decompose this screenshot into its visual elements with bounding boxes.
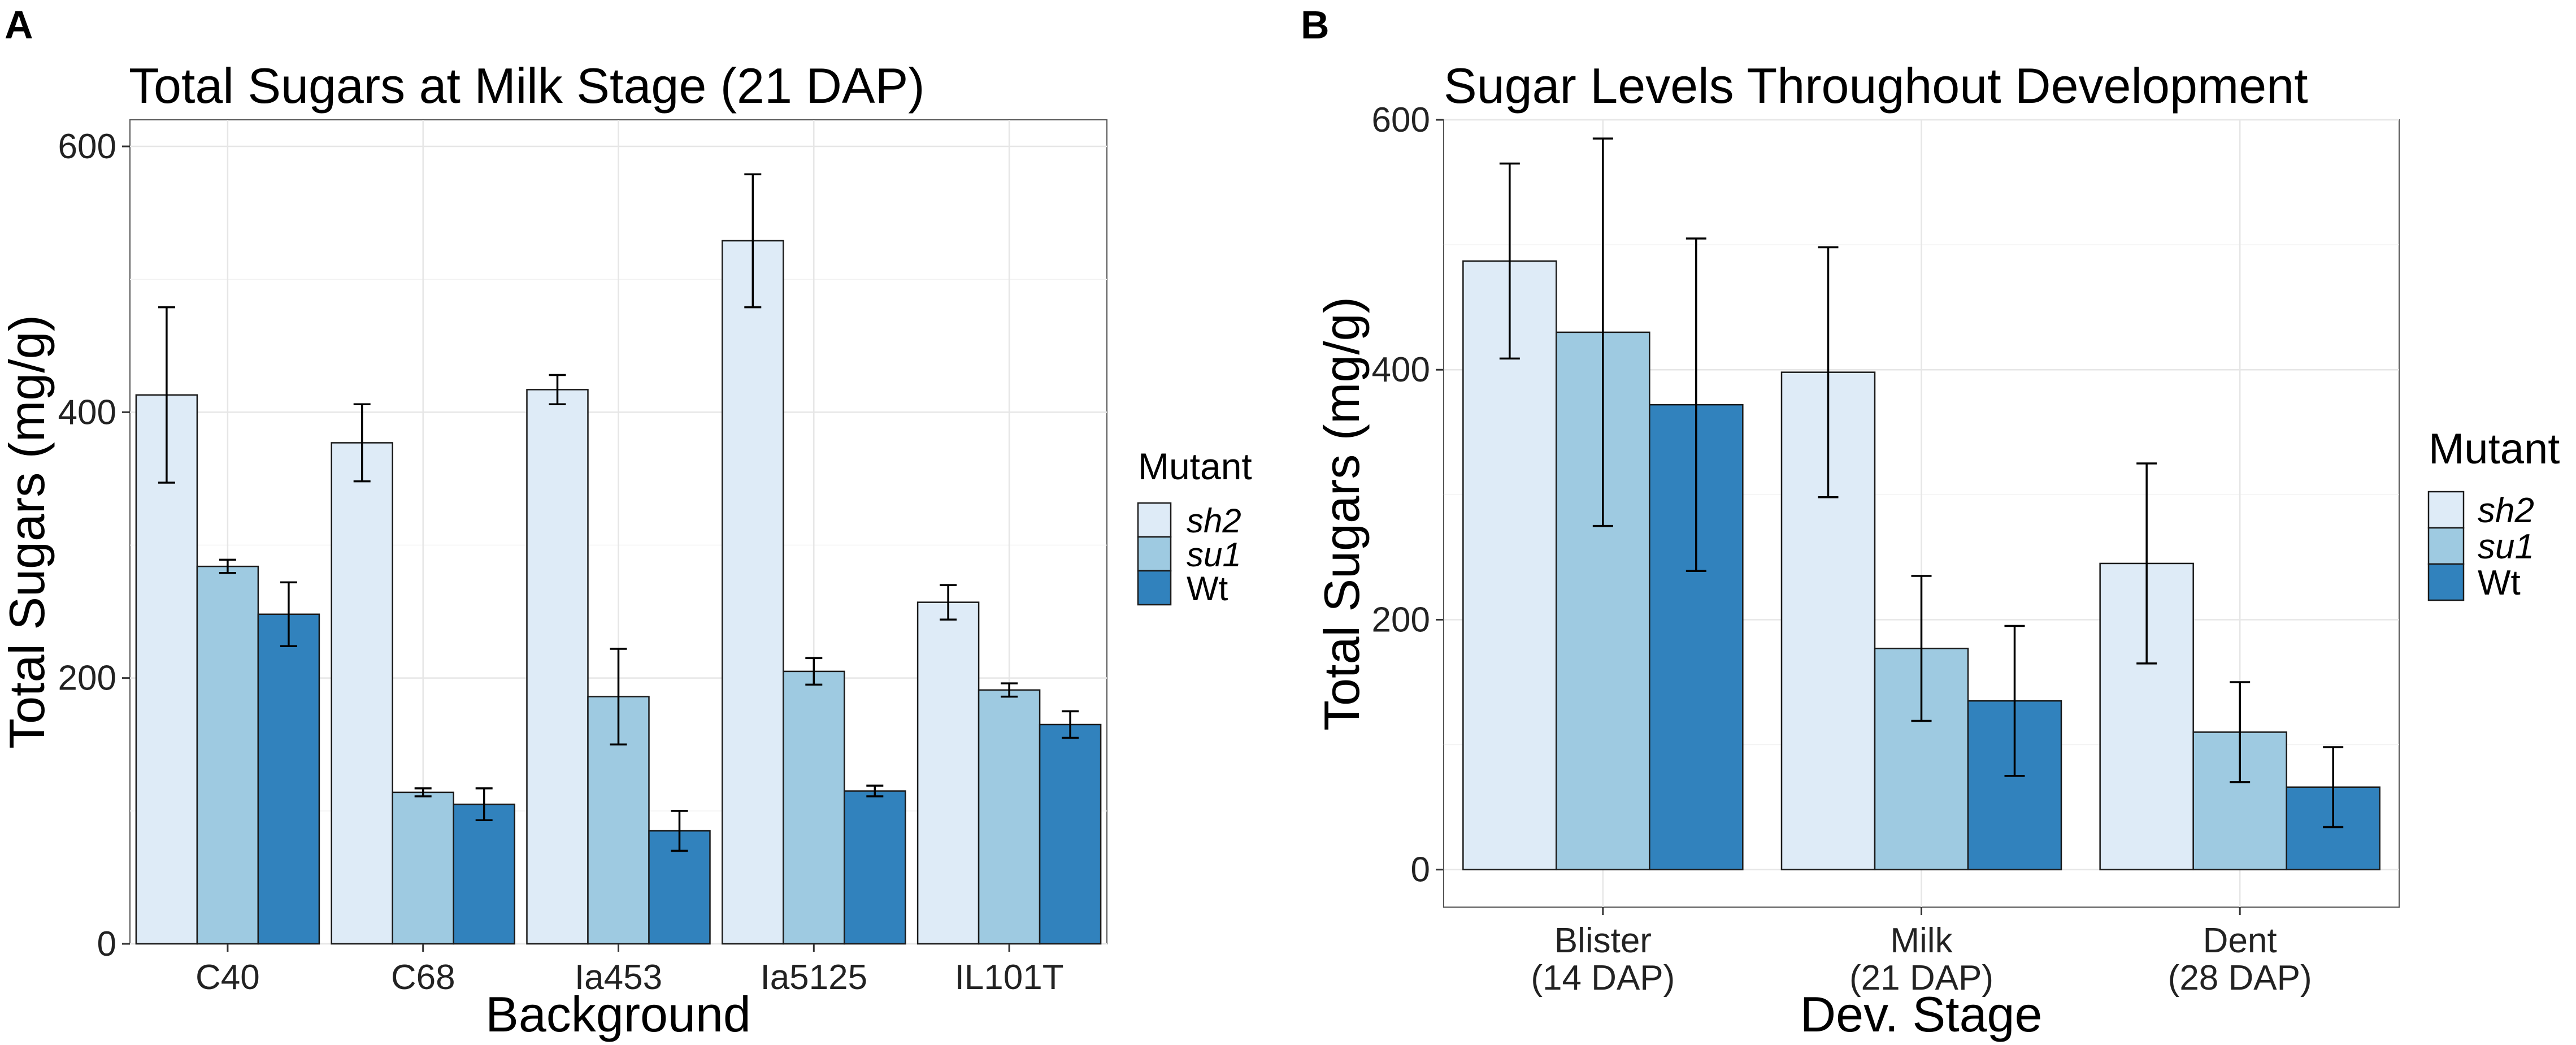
- panel-b-x-tick-label-milk: Milk (21 DAP): [1849, 921, 1993, 998]
- panel-b-legend: Mutant sh2 su1 Wt: [2427, 425, 2560, 602]
- panel-a-y-tick-label-200: 200: [58, 659, 116, 698]
- panel-b-error-bar-blister-wt: [1686, 237, 1706, 572]
- panel-a-legend-swatch-sh2: [1137, 502, 1172, 538]
- panel-a-error-bar-c40-sh2: [158, 306, 175, 484]
- panel-a-error-bars: [158, 173, 1079, 852]
- panel-b-legend-swatch-su1: [2427, 527, 2465, 565]
- panel-a-letter: A: [5, 3, 33, 47]
- panel-a-legend-label-sh2: sh2: [1187, 502, 1241, 540]
- panel-b-x-tick-label-blister: Blister (14 DAP): [1531, 921, 1675, 998]
- panel-a-x-tick-label-ia5125: Ia5125: [760, 958, 867, 997]
- panel-b-y-axis-title: Total Sugars (mg/g): [1314, 297, 1370, 731]
- panel-a-bar-c68-sh2: [331, 442, 393, 945]
- panel-a-legend-label-wt: Wt: [1187, 570, 1228, 608]
- panel-a-error-bar-c68-su1: [414, 787, 432, 797]
- panel-a-legend-label-su1: su1: [1187, 536, 1241, 574]
- panel-b-bar-blister-sh2: [1462, 260, 1557, 870]
- panel-a-x-tick-label-il101t: IL101T: [955, 958, 1064, 997]
- panel-a-x-tick-label-ia453: Ia453: [575, 958, 662, 997]
- panel-b-error-bar-dent-su1: [2230, 681, 2251, 783]
- panel-a-bar-il101t-sh2: [916, 601, 980, 945]
- panel-b-error-bar-blister-sh2: [1499, 162, 1520, 360]
- panel-a-bars: [135, 240, 1102, 945]
- panel-a-error-bar-ia453-sh2: [549, 374, 566, 405]
- panel-a-y-axis-title: Total Sugars (mg/g): [0, 315, 55, 749]
- panel-b-legend-title: Mutant: [2429, 425, 2560, 473]
- panel-b-error-bar-blister-su1: [1592, 137, 1613, 527]
- panel-b-y-axis: 0 200 400 600: [1372, 101, 1444, 890]
- panel-a-x-axis-title: Background: [485, 986, 751, 1042]
- panel-b-x-axis-title: Dev. Stage: [1800, 986, 2043, 1042]
- panel-b-error-bars: [1499, 137, 2344, 829]
- panel-b-legend-label-sh2: sh2: [2478, 491, 2534, 530]
- panel-a: A Total Sugars at Milk Stage (21 DAP) 0 2…: [0, 3, 1252, 1042]
- panel-b-y-tick-label-0: 0: [1411, 851, 1430, 890]
- panel-a-legend-title: Mutant: [1138, 445, 1252, 487]
- panel-a-error-bar-c68-wt: [475, 787, 493, 822]
- panel-b-legend-label-wt: Wt: [2478, 563, 2521, 602]
- panel-a-error-bar-ia5125-su1: [805, 657, 823, 686]
- panel-b-error-bar-milk-sh2: [1818, 246, 1839, 498]
- panel-a-error-bar-ia5125-wt: [866, 784, 884, 797]
- panel-a-legend-swatch-wt: [1137, 570, 1172, 606]
- panel-a-bar-c40-wt: [257, 613, 320, 945]
- panel-a-error-bar-il101t-su1: [1001, 682, 1018, 698]
- panel-a-bar-ia453-sh2: [526, 389, 589, 945]
- panel-b-x-tick-label-dent: Dent (28 DAP): [2168, 921, 2312, 998]
- panel-a-bar-il101t-su1: [978, 689, 1041, 945]
- panel-a-legend: Mutant sh2 su1 Wt: [1137, 445, 1252, 608]
- panel-b: B Sugar Levels Throughout Development 0 2…: [1301, 3, 2560, 1042]
- panel-b-error-bar-dent-wt: [2323, 746, 2344, 829]
- panel-b-letter: B: [1301, 3, 1330, 47]
- panel-a-bar-il101t-wt: [1039, 723, 1102, 945]
- panel-b-y-tick-label-400: 400: [1372, 350, 1430, 389]
- panel-b-error-bar-dent-sh2: [2136, 462, 2157, 665]
- panel-a-error-bar-ia5125-sh2: [744, 173, 762, 309]
- panel-a-error-bar-c40-wt: [280, 581, 297, 647]
- panel-b-error-bar-milk-su1: [1911, 575, 1932, 722]
- panel-a-y-tick-label-400: 400: [58, 393, 116, 432]
- panel-a-y-tick-label-0: 0: [97, 925, 116, 964]
- panel-a-x-tick-label-c68: C68: [391, 958, 455, 997]
- panel-a-error-bar-c40-su1: [219, 558, 236, 574]
- panel-a-error-bar-ia453-wt: [671, 810, 688, 852]
- panel-a-title: Total Sugars at Milk Stage (21 DAP): [129, 58, 925, 114]
- panel-a-bar-ia5125-sh2: [722, 240, 784, 945]
- panel-a-bar-c68-wt: [453, 803, 515, 945]
- panel-a-bar-c68-su1: [392, 791, 454, 945]
- panel-b-legend-swatch-sh2: [2427, 491, 2465, 529]
- panel-a-bar-ia5125-su1: [783, 670, 845, 945]
- panel-b-bars: [1462, 260, 2380, 870]
- panel-b-y-tick-label-200: 200: [1372, 600, 1430, 639]
- panel-b-y-tick-label-600: 600: [1372, 101, 1430, 140]
- panel-a-x-axis: C40 C68 Ia453 Ia5125 IL101T: [196, 944, 1064, 997]
- panel-a-y-axis: 0 200 400 600: [58, 127, 130, 964]
- panel-a-error-bar-il101t-sh2: [940, 584, 957, 621]
- panel-a-error-bar-il101t-wt: [1062, 710, 1079, 739]
- panel-b-legend-swatch-wt: [2427, 563, 2465, 601]
- panel-a-bar-c40-su1: [196, 565, 259, 945]
- panel-a-legend-swatch-su1: [1137, 536, 1172, 572]
- panel-a-bar-ia5125-wt: [844, 790, 906, 945]
- panel-a-x-tick-label-c40: C40: [196, 958, 260, 997]
- panel-b-legend-label-su1: su1: [2478, 527, 2534, 566]
- panel-a-error-bar-c68-sh2: [353, 403, 371, 483]
- panel-a-error-bar-ia453-su1: [610, 648, 627, 746]
- panel-b-error-bar-milk-wt: [2004, 625, 2025, 777]
- panel-a-y-tick-label-600: 600: [58, 127, 116, 166]
- panel-b-title: Sugar Levels Throughout Development: [1444, 58, 2308, 114]
- panel-b-x-axis: Blister (14 DAP) Milk (21 DAP) Dent (28 DAP): [1531, 907, 2312, 998]
